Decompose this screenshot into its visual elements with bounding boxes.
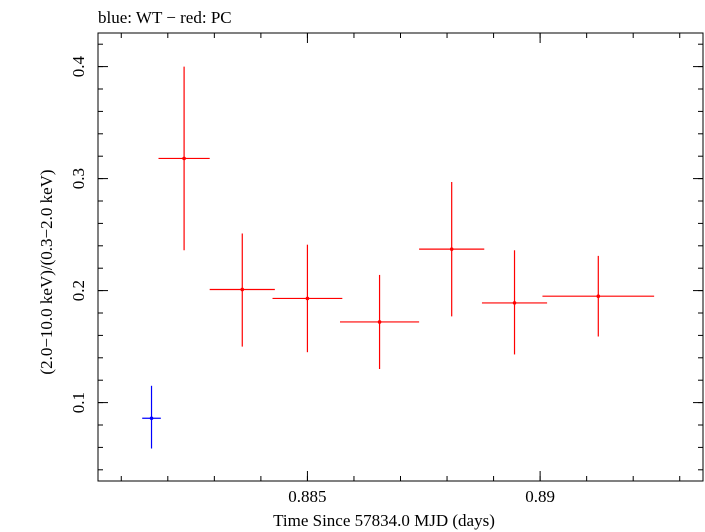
data-point-wt — [142, 385, 161, 449]
data-point-pc — [209, 233, 275, 347]
point-marker — [449, 247, 454, 251]
point-marker — [305, 296, 310, 301]
y-tick-label: 0.4 — [69, 55, 88, 77]
x-tick-label: 0.89 — [525, 487, 555, 506]
point-marker — [182, 156, 186, 161]
minor-ticks — [98, 33, 703, 481]
point-marker — [596, 294, 601, 299]
plot-border — [97, 32, 704, 482]
data-point-pc — [542, 255, 655, 337]
tick-labels: 0.885 0.89 0.1 0.2 0.3 0.4 — [69, 55, 555, 506]
point-marker — [512, 301, 517, 305]
data-point-pc — [272, 244, 343, 353]
series-wt — [142, 385, 161, 449]
y-tick-label: 0.2 — [69, 280, 88, 301]
point-marker — [377, 320, 382, 324]
plot-frame — [97, 32, 704, 482]
point-marker — [149, 416, 154, 421]
data-point-pc — [340, 274, 420, 369]
data-point-pc — [419, 181, 485, 317]
data-points — [142, 66, 655, 449]
data-point-pc — [481, 250, 548, 355]
data-point-pc — [158, 66, 210, 251]
chart-title: blue: WT − red: PC — [98, 8, 232, 27]
y-tick-label: 0.1 — [69, 392, 88, 413]
point-marker — [240, 287, 245, 292]
x-tick-label: 0.885 — [288, 487, 326, 506]
series-pc — [158, 66, 655, 369]
major-ticks — [98, 33, 703, 481]
y-tick-label: 0.3 — [69, 168, 88, 189]
x-axis-label: Time Since 57834.0 MJD (days) — [273, 511, 495, 530]
y-axis-label: (2.0−10.0 keV)/(0.3−2.0 keV) — [37, 169, 56, 374]
